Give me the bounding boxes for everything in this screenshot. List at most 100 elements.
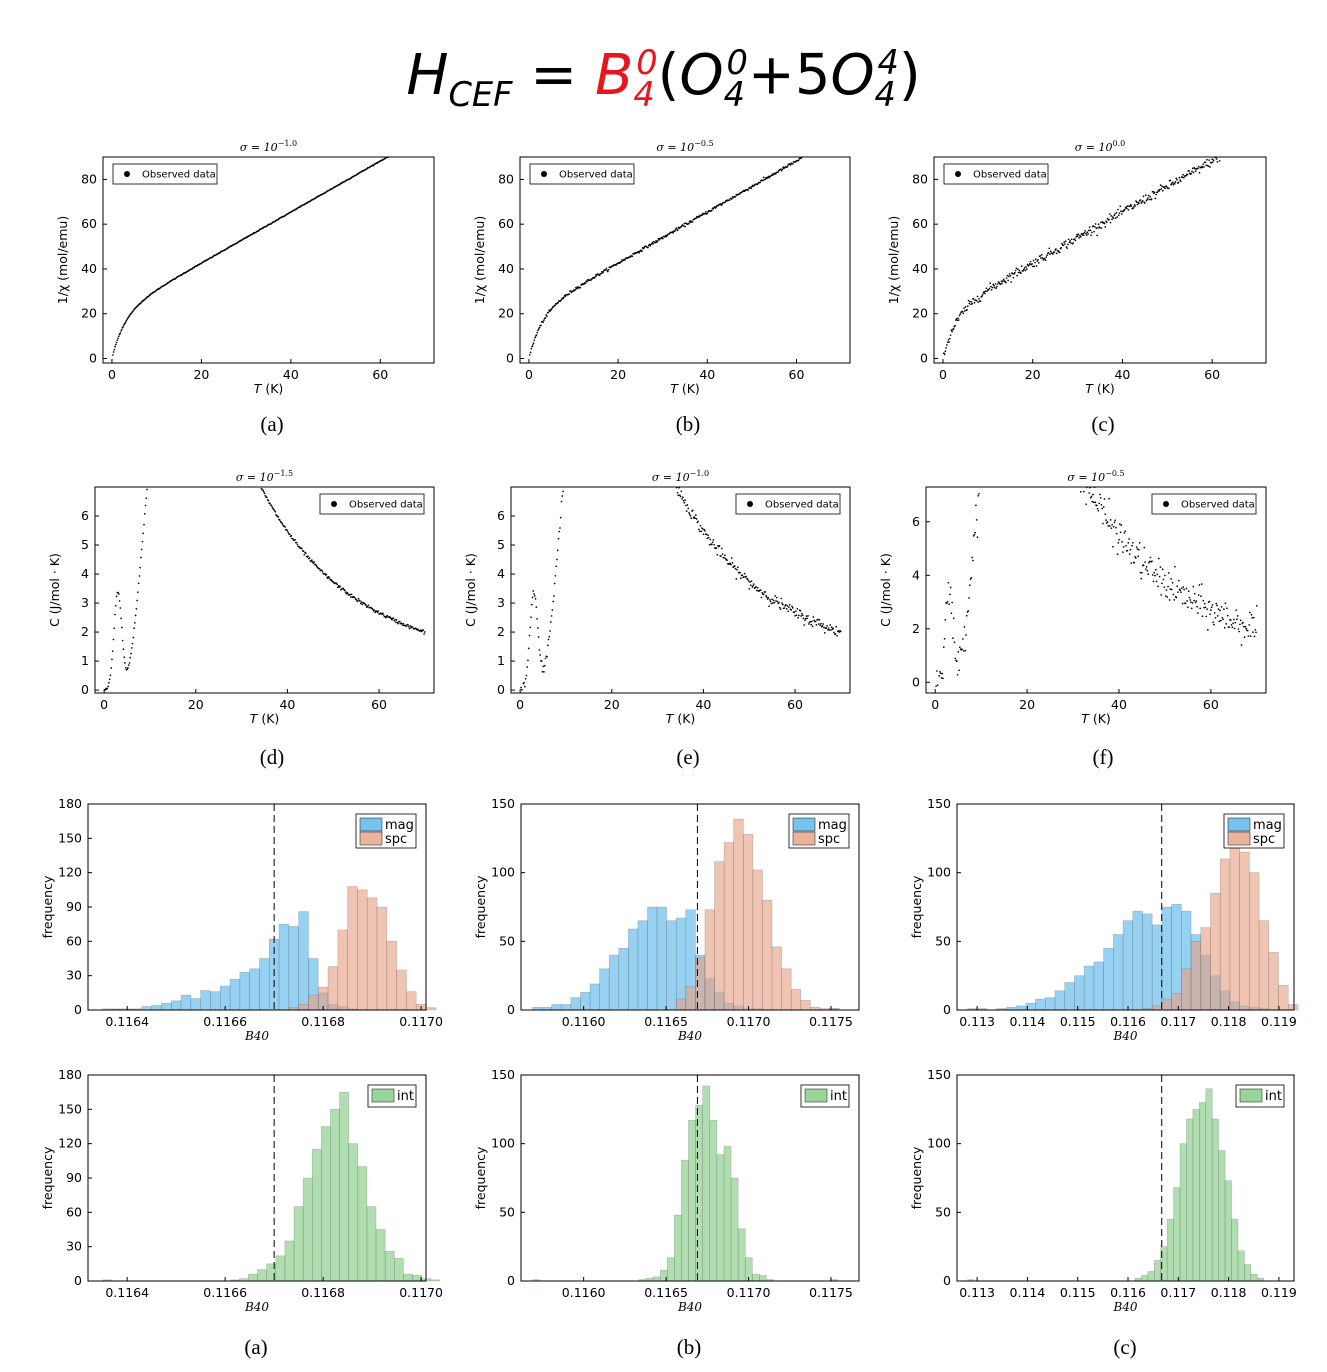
x-tick-label: 0.1170: [727, 1014, 771, 1029]
data-point: [943, 637, 946, 640]
data-point: [528, 354, 531, 356]
y-axis-label: frequency: [40, 875, 55, 938]
data-point: [1164, 595, 1167, 597]
data-point: [1161, 185, 1163, 188]
data-point: [1092, 501, 1095, 503]
data-point: [797, 159, 800, 161]
data-point: [267, 499, 270, 502]
data-point: [1118, 523, 1121, 525]
y-tick-label: 150: [58, 830, 82, 845]
data-point: [123, 656, 126, 659]
data-point: [942, 646, 945, 648]
data-point: [745, 575, 748, 578]
data-point: [823, 632, 826, 634]
data-point: [1081, 234, 1083, 236]
data-point: [1175, 596, 1178, 599]
data-point: [564, 295, 567, 298]
data-point: [1189, 599, 1192, 601]
data-point: [1183, 588, 1185, 591]
chart-hist-int-c: 0.113 0.114 0.115 0.116 0.117 0.118 0.119 0 50 10…: [909, 1067, 1297, 1314]
data-point: [804, 617, 807, 620]
data-point: [320, 569, 323, 572]
data-point: [122, 325, 125, 328]
data-point: [557, 537, 560, 540]
data-point: [682, 499, 685, 502]
histogram-bar: [656, 906, 667, 1011]
data-point: [1055, 252, 1058, 255]
x-tick-label: 0.116: [1110, 1285, 1146, 1300]
histogram-bar: [666, 1257, 675, 1282]
data-point: [1192, 171, 1195, 174]
data-point: [1255, 604, 1258, 607]
histogram-bar: [752, 869, 763, 1011]
data-point: [1005, 277, 1008, 279]
panel-caption: (e): [676, 745, 699, 769]
chart-chi-b: 0 20 40 60 0 20 40 60 80 T (K) 1/χ (mol/emu) σ = 10…: [472, 139, 851, 396]
data-point: [328, 577, 331, 579]
data-point: [548, 635, 551, 638]
histogram-bar: [1278, 984, 1289, 1011]
histogram-bar: [278, 923, 290, 1011]
bars-int: [532, 1085, 838, 1282]
data-point: [111, 650, 114, 653]
histogram-bar: [151, 1005, 162, 1011]
histogram-bar: [180, 994, 192, 1011]
y-tick-label: 0: [920, 351, 928, 366]
data-point: [1255, 631, 1257, 634]
data-point: [1174, 181, 1177, 183]
data-point: [736, 566, 739, 569]
data-point: [1014, 269, 1017, 272]
data-point: [420, 629, 422, 631]
data-point: [984, 290, 987, 293]
data-point: [1197, 167, 1199, 170]
data-point: [993, 284, 995, 287]
data-point: [963, 307, 965, 309]
data-point: [525, 674, 528, 677]
data-point: [605, 267, 608, 270]
data-point: [793, 611, 796, 614]
data-point: [798, 614, 800, 617]
data-point: [972, 298, 975, 300]
data-point: [1091, 231, 1093, 234]
data-point: [411, 626, 414, 628]
data-point: [374, 611, 377, 614]
x-axis-label: B40: [677, 1029, 702, 1043]
data-point: [690, 517, 693, 520]
data-point: [1150, 198, 1153, 200]
data-point: [560, 299, 562, 302]
data-point: [1167, 585, 1169, 588]
histogram-bar: [1142, 913, 1153, 1011]
histogram-bar: [259, 958, 270, 1011]
data-point: [1203, 602, 1206, 605]
data-point: [726, 559, 728, 561]
x-tick-label: 0.1168: [301, 1014, 345, 1029]
data-point: [704, 530, 706, 532]
data-point: [1238, 630, 1241, 633]
data-point: [682, 225, 685, 227]
data-point: [1115, 532, 1118, 535]
data-point: [538, 326, 541, 329]
data-point: [318, 567, 321, 570]
data-point: [678, 494, 681, 497]
data-point: [705, 211, 707, 213]
data-point: [111, 658, 113, 661]
data-point: [1152, 580, 1155, 583]
data-point: [1218, 620, 1221, 623]
data-point: [978, 492, 980, 495]
data-point: [1062, 244, 1065, 247]
histogram-bar: [249, 968, 260, 1011]
data-point: [620, 260, 623, 263]
data-point: [969, 300, 971, 303]
x-tick-label: 0.1170: [727, 1285, 771, 1300]
legend-swatch: [371, 1088, 395, 1103]
histogram-bar: [759, 1275, 767, 1282]
data-point: [830, 626, 833, 629]
data-point: [676, 491, 679, 494]
data-point: [801, 614, 804, 617]
data-point: [1210, 606, 1213, 609]
histogram-bar: [1224, 1180, 1232, 1282]
data-point: [1112, 545, 1114, 548]
y-tick-label: 40: [912, 261, 928, 276]
x-tick-label: 60: [372, 367, 388, 382]
data-point: [1172, 183, 1175, 186]
